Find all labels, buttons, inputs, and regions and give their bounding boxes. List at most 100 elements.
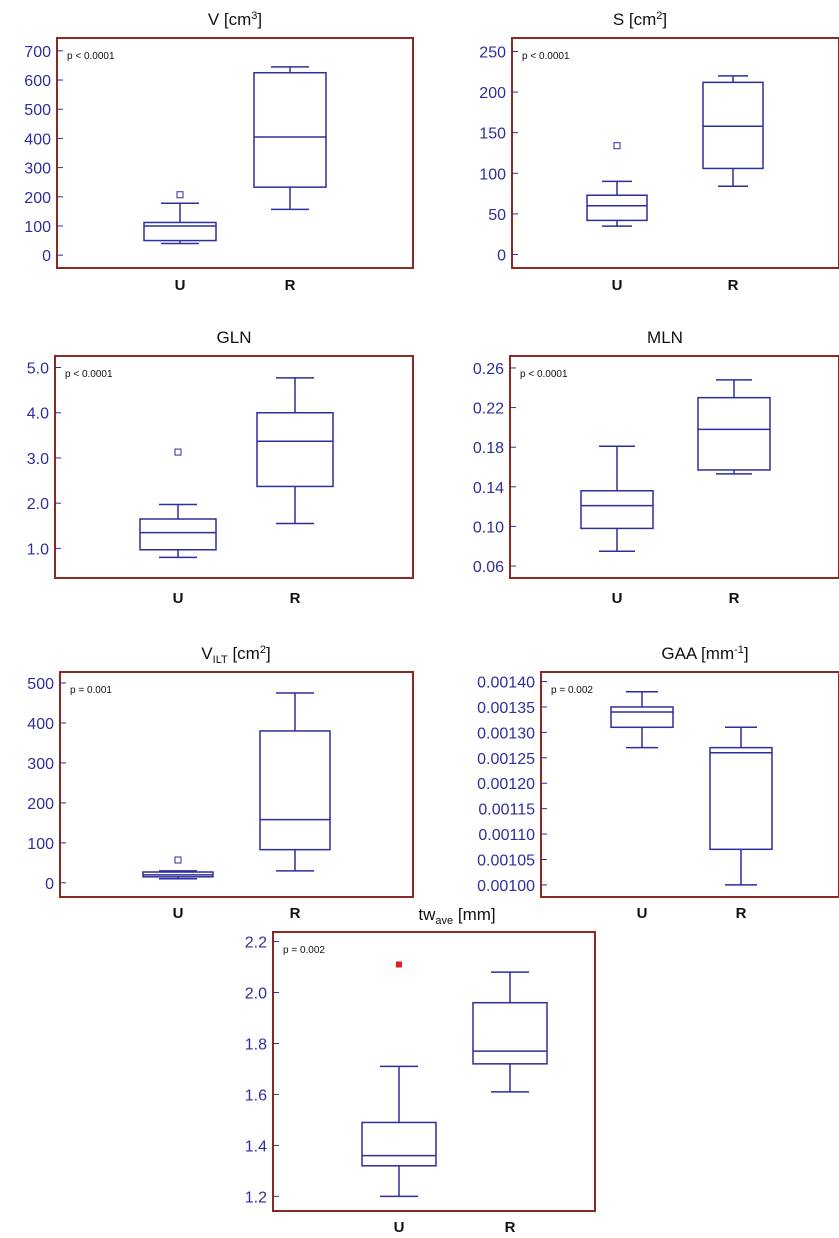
- y-tick-label: 300: [24, 161, 51, 178]
- category-label: U: [637, 905, 648, 922]
- box-panel-3: GLN p < 0.0001 1.0 2.0 3.0 4.0 5.0 U R: [27, 328, 414, 607]
- iqr-box: [472, 1001, 548, 1065]
- p-value-label: p < 0.0001: [522, 51, 570, 62]
- category-label: R: [290, 905, 301, 922]
- iqr-box: [259, 730, 331, 851]
- p-value-label: p = 0.002: [283, 945, 325, 956]
- panel-title: GAA [mm-1]: [661, 644, 748, 663]
- plot-frame: [59, 671, 414, 898]
- y-tick-label: 300: [27, 756, 54, 773]
- y-tick-label: 0.00130: [477, 725, 535, 742]
- category-label: R: [505, 1219, 516, 1236]
- plot-frame: [511, 37, 839, 269]
- y-tick-label: 0.00120: [477, 776, 535, 793]
- category-label: U: [175, 277, 186, 294]
- y-tick-label: 1.0: [27, 541, 49, 558]
- y-tick-label: 2.2: [245, 935, 267, 952]
- box-U: [610, 690, 674, 749]
- iqr-box: [702, 81, 764, 170]
- y-tick-label: 200: [24, 190, 51, 207]
- y-tick-label: 0.22: [473, 401, 504, 418]
- box-R: [259, 692, 331, 872]
- y-tick-label: 0.00140: [477, 675, 535, 692]
- y-tick-label: 150: [479, 126, 506, 143]
- box-U: [139, 448, 217, 559]
- y-tick-label: 700: [24, 44, 51, 61]
- iqr-box: [580, 490, 654, 530]
- y-tick-label: 5.0: [27, 361, 49, 378]
- category-label: U: [612, 277, 623, 294]
- iqr-box: [253, 71, 327, 188]
- plot-frame: [54, 355, 414, 579]
- box-panel-1: V [cm3] p < 0.0001 0 100 200 300 400 500 600 700 U…: [24, 10, 414, 294]
- y-tick-label: 100: [24, 219, 51, 236]
- y-tick-label: 100: [27, 836, 54, 853]
- box-U: [580, 445, 654, 552]
- y-tick-label: 1.8: [245, 1036, 267, 1053]
- category-label: R: [729, 590, 740, 607]
- plot-frame: [56, 37, 414, 269]
- category-label: R: [736, 905, 747, 922]
- box-panel-2: S [cm2] p < 0.0001 0 50 100 150 200 250 U R: [479, 10, 839, 294]
- category-label: U: [394, 1219, 405, 1236]
- y-tick-label: 2.0: [245, 986, 267, 1003]
- box-U: [361, 961, 437, 1198]
- p-value-label: p < 0.0001: [65, 369, 113, 380]
- box-R: [709, 726, 773, 886]
- y-tick-label: 3.0: [27, 451, 49, 468]
- iqr-box: [586, 194, 648, 222]
- y-tick-label: 1.2: [245, 1189, 267, 1206]
- y-tick-label: 250: [479, 44, 506, 61]
- y-tick-label: 0: [45, 876, 54, 893]
- outlier-point: [174, 856, 182, 864]
- plot-frame: [540, 671, 839, 898]
- y-tick-label: 0: [42, 248, 51, 265]
- p-value-label: p = 0.002: [551, 685, 593, 696]
- p-value-label: p < 0.0001: [520, 369, 568, 380]
- y-tick-label: 0.00115: [478, 802, 535, 819]
- y-tick-label: 0: [497, 248, 506, 265]
- y-tick-label: 400: [27, 716, 54, 733]
- box-panel-6: GAA [mm-1] p = 0.002 0.00100 0.00105 0.00110…: [477, 644, 839, 922]
- iqr-box: [610, 706, 674, 729]
- iqr-box: [697, 396, 771, 471]
- box-U: [586, 142, 648, 227]
- box-R: [256, 377, 334, 525]
- y-tick-label: 500: [24, 102, 51, 119]
- y-tick-label: 600: [24, 73, 51, 90]
- box-panel-4: MLN p < 0.0001 0.06 0.10 0.14 0.18 0.22 0.26 U R: [473, 328, 839, 607]
- y-tick-label: 400: [24, 131, 51, 148]
- y-tick-label: 50: [488, 207, 506, 224]
- outlier-point: [613, 142, 621, 150]
- y-tick-label: 1.6: [245, 1087, 267, 1104]
- category-label: R: [290, 590, 301, 607]
- panel-title: VILT [cm2]: [201, 644, 270, 666]
- panel-title: GLN: [217, 328, 252, 347]
- outlier-point: [174, 448, 182, 456]
- iqr-box: [139, 518, 217, 551]
- y-tick-label: 4.0: [27, 406, 49, 423]
- y-tick-label: 0.10: [473, 519, 504, 536]
- outlier-point: [396, 961, 402, 968]
- iqr-box: [256, 411, 334, 488]
- panel-title: V [cm3]: [208, 10, 262, 29]
- category-label: U: [173, 905, 184, 922]
- y-tick-label: 0.06: [473, 559, 504, 576]
- y-tick-label: 0.00135: [477, 700, 535, 717]
- category-label: R: [285, 277, 296, 294]
- y-tick-label: 0.14: [473, 480, 504, 497]
- panel-title: S [cm2]: [613, 10, 667, 29]
- y-tick-label: 0.00110: [478, 827, 535, 844]
- y-tick-label: 0.00100: [477, 878, 535, 895]
- category-label: U: [173, 590, 184, 607]
- y-tick-label: 0.18: [473, 440, 504, 457]
- category-label: R: [728, 277, 739, 294]
- iqr-box: [143, 221, 217, 242]
- y-tick-label: 200: [27, 796, 54, 813]
- box-panel-5: VILT [cm2] p = 0.001 0 100 200 300 400 500 U R: [27, 644, 414, 922]
- box-R: [697, 379, 771, 475]
- y-tick-label: 2.0: [27, 496, 49, 513]
- p-value-label: p < 0.0001: [67, 51, 115, 62]
- y-tick-label: 1.4: [245, 1138, 267, 1155]
